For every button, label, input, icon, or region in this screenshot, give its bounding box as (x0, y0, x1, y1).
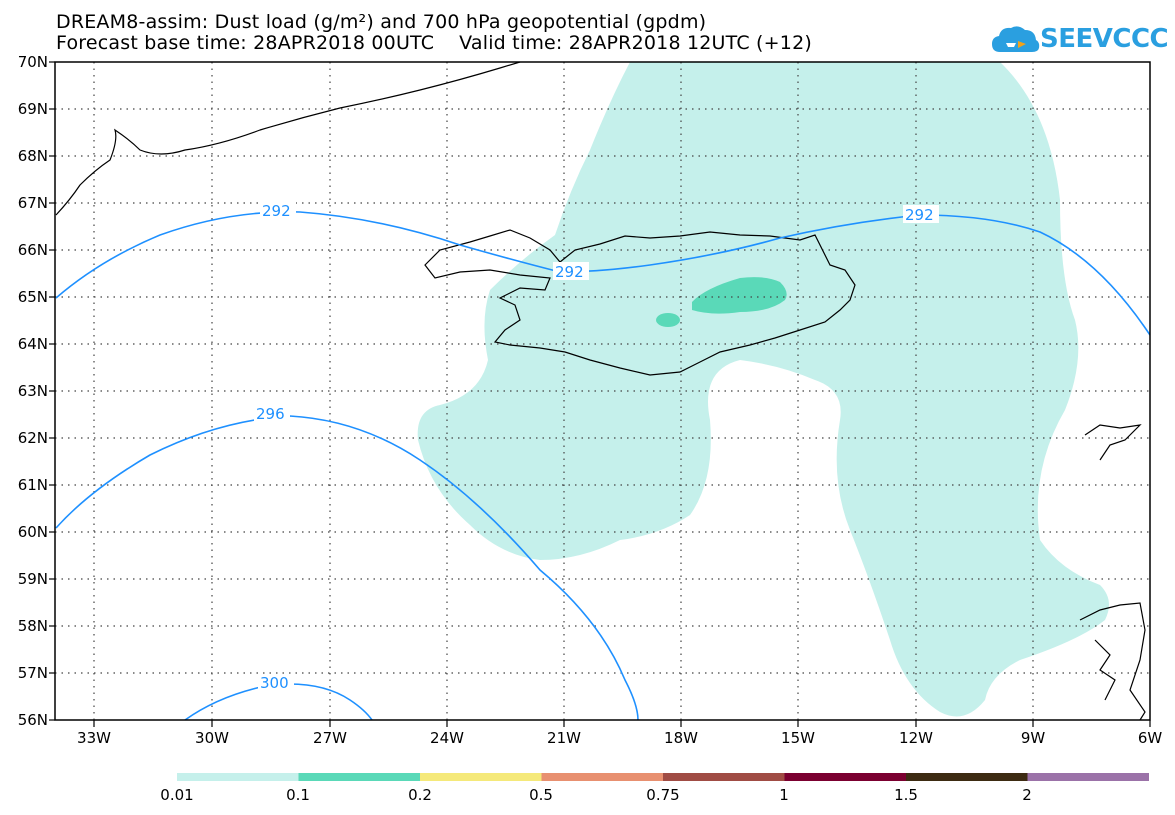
colorbar-label: 0.1 (286, 786, 310, 804)
colorbar-label: 1.5 (894, 786, 918, 804)
graticule (55, 62, 1150, 720)
cloud-icon (992, 26, 1040, 52)
lon-label: 27W (313, 729, 347, 747)
coastlines (55, 61, 1146, 721)
lat-label: 62N (17, 429, 48, 447)
lat-label: 63N (17, 382, 48, 400)
lon-label: 30W (195, 729, 229, 747)
lat-label: 61N (17, 476, 48, 494)
axis-ticks (49, 61, 1151, 727)
lat-label: 65N (17, 288, 48, 306)
lon-label: 9W (1020, 729, 1046, 747)
lat-label: 58N (17, 617, 48, 635)
dust-area-low (417, 62, 1109, 717)
lat-label: 59N (17, 570, 48, 588)
contour-label: 296 (256, 405, 285, 423)
map-subtitle: Forecast base time: 28APR2018 00UTC Vali… (56, 32, 812, 54)
lon-label: 15W (781, 729, 815, 747)
geopotential-contours (55, 211, 1151, 721)
dust-area-mid-small (656, 313, 680, 327)
dust-area-mid (692, 277, 787, 314)
colorbar-label: 0.5 (529, 786, 553, 804)
colorbar (177, 773, 1149, 781)
lon-label: 12W (899, 729, 933, 747)
lat-label: 70N (17, 53, 48, 71)
colorbar-label: 0.75 (646, 786, 680, 804)
lon-label: 33W (77, 729, 111, 747)
lon-label: 21W (547, 729, 581, 747)
contour-label: 300 (260, 674, 289, 692)
colorbar-label: 1 (779, 786, 789, 804)
lon-label: 24W (430, 729, 464, 747)
logo-text: SEEVCCC (1040, 24, 1169, 54)
colorbar-label: 0.2 (408, 786, 432, 804)
lat-label: 56N (17, 711, 48, 729)
colorbar-label: 2 (1022, 786, 1032, 804)
lat-label: 68N (17, 147, 48, 165)
lat-label: 67N (17, 194, 48, 212)
map-title: DREAM8-assim: Dust load (g/m²) and 700 h… (56, 11, 707, 33)
contour-label: 292 (905, 206, 934, 224)
contour-label: 292 (262, 202, 291, 220)
contour-label: 292 (555, 263, 584, 281)
lon-label: 6W (1137, 729, 1163, 747)
colorbar-label: 0.01 (160, 786, 194, 804)
lat-label: 66N (17, 241, 48, 259)
lat-label: 60N (17, 523, 48, 541)
lat-label: 69N (17, 100, 48, 118)
lat-label: 57N (17, 664, 48, 682)
lon-label: 18W (664, 729, 698, 747)
lat-label: 64N (17, 335, 48, 353)
